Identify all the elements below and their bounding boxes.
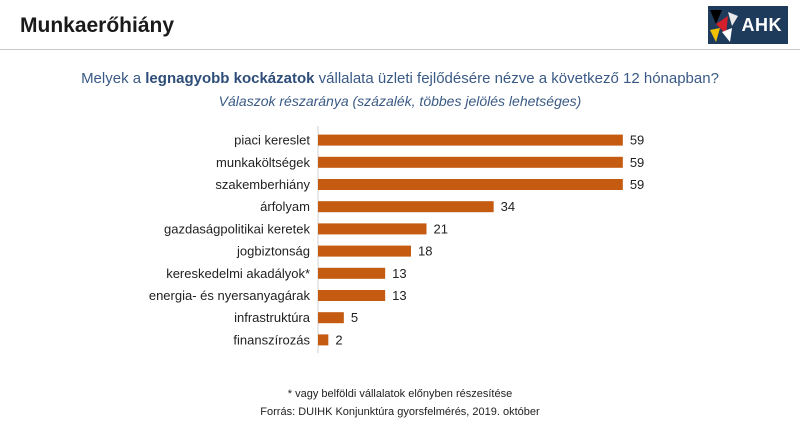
bar-chart: piaci kereslet 59 munkaköltségek 59 szakembe… (149, 126, 644, 353)
bar (318, 156, 623, 168)
category-label: kereskedelmi akadályok* (166, 266, 310, 281)
category-label: energia- és nyersanyagárak (149, 288, 311, 303)
chart-subtitle: Válaszok részaránya (százalék, többes je… (218, 93, 582, 109)
category-label: piaci kereslet (234, 133, 310, 148)
ahk-logo: AHK (708, 6, 788, 44)
category-label: infrastruktúra (234, 310, 311, 325)
category-label: finanszírozás (233, 332, 310, 347)
question-emphasis: legnagyobb kockázatok (145, 70, 315, 87)
data-label: 34 (501, 199, 515, 214)
data-label: 13 (392, 288, 406, 303)
bar (318, 267, 386, 279)
category-label: munkaköltségek (216, 155, 310, 170)
data-label: 13 (392, 266, 406, 281)
bar (318, 201, 494, 213)
source-note: Forrás: DUIHK Konjunktúra gyorsfelmérés,… (260, 406, 540, 418)
category-label: jogbiztonság (236, 244, 310, 259)
bar (318, 179, 623, 190)
title-divider (0, 49, 800, 50)
data-label: 59 (630, 155, 644, 170)
question-prefix: Melyek a (81, 70, 146, 87)
bar (318, 134, 623, 146)
bar (318, 312, 344, 324)
footnote: * vagy belföldi vállalatok előnyben rész… (287, 388, 513, 400)
bar (318, 334, 329, 346)
bar (318, 245, 411, 257)
category-label: árfolyam (260, 199, 310, 214)
data-label: 2 (335, 332, 342, 347)
question-suffix: vállalata üzleti fejlődésére nézve a köv… (314, 70, 719, 87)
category-label: gazdaságpolitikai keretek (164, 221, 310, 236)
category-label: szakemberhiány (215, 177, 310, 192)
chart-question: Melyek a legnagyobb kockázatok vállalata… (0, 70, 800, 87)
ahk-logo-icon (708, 6, 788, 44)
logo-text: AHK (741, 15, 782, 35)
page-title: Munkaerőhiány (20, 14, 175, 37)
data-label: 5 (351, 310, 358, 325)
bar (318, 223, 427, 235)
data-label: 21 (434, 221, 448, 236)
bar (318, 290, 386, 301)
data-label: 18 (418, 244, 432, 259)
data-label: 59 (630, 133, 644, 148)
data-label: 59 (630, 177, 644, 192)
